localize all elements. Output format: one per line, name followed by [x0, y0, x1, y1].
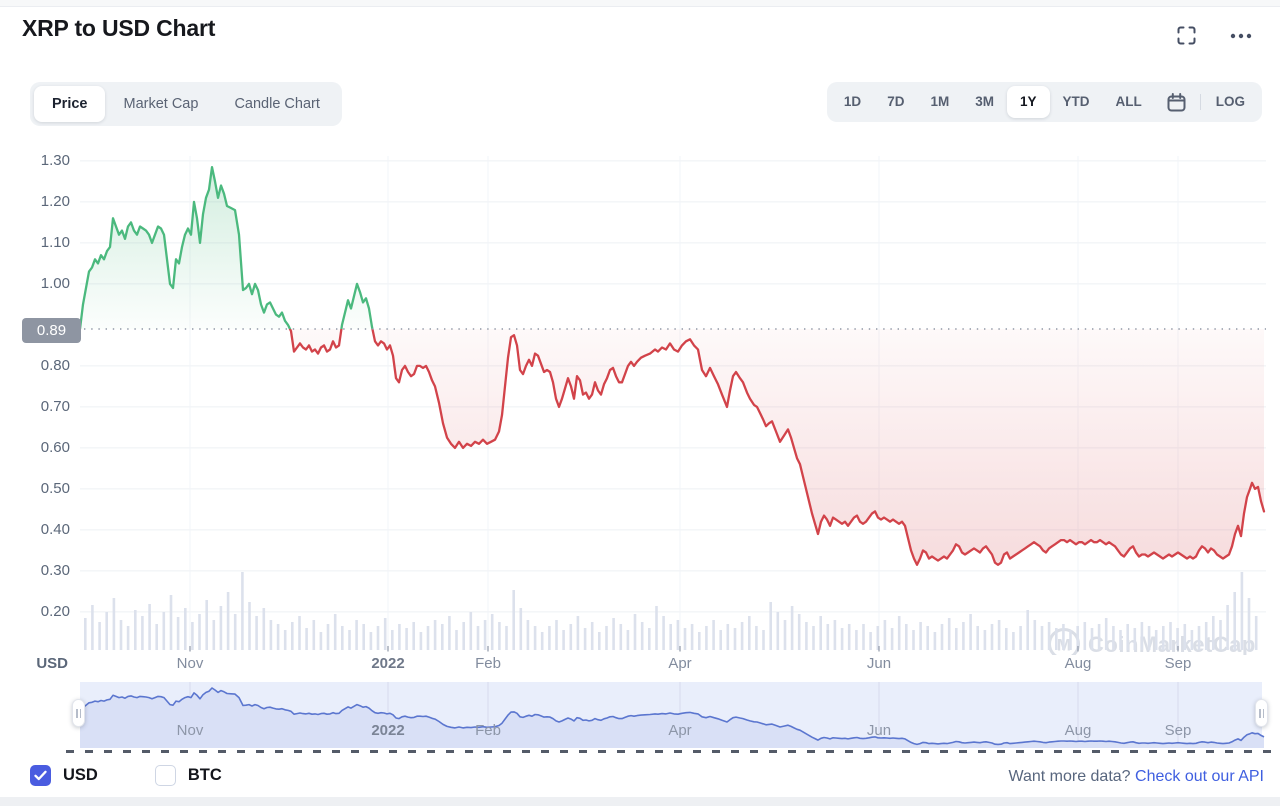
chart-type-tabs: Price Market Cap Candle Chart — [30, 82, 342, 126]
top-divider — [0, 0, 1280, 7]
currency-toggles: USD BTC — [30, 765, 222, 786]
navigator-label: 2022 — [371, 722, 405, 739]
y-axis-label: 1.20 — [40, 192, 70, 210]
resize-divider[interactable] — [66, 750, 1280, 753]
y-axis-label: 1.30 — [40, 151, 70, 169]
x-axis-label: Nov — [176, 655, 204, 672]
y-axis-label: 0.40 — [40, 520, 70, 538]
y-axis-label: 1.00 — [40, 274, 70, 292]
range-button-all[interactable]: ALL — [1115, 94, 1142, 109]
range-button-1d[interactable]: 1D — [843, 94, 862, 109]
tab-market-cap[interactable]: Market Cap — [123, 96, 199, 112]
y-axis-label: 0.50 — [40, 479, 70, 497]
currency-label: USD — [63, 766, 98, 784]
coinmarketcap-watermark: MCoinMarketCap — [1048, 628, 1255, 655]
bottom-section-edge — [0, 797, 1280, 806]
price-chart[interactable]: MCoinMarketCap — [0, 140, 1280, 655]
range-button-3m[interactable]: 3M — [975, 94, 994, 109]
usd-checkbox[interactable] — [30, 765, 51, 786]
currency-label: BTC — [187, 766, 222, 784]
y-axis-unit: USD — [36, 655, 68, 672]
navigator-label: Sep — [1164, 722, 1192, 739]
range-button-1m[interactable]: 1M — [930, 94, 950, 109]
x-axis-label: Sep — [1164, 655, 1192, 672]
x-axis-label: Apr — [668, 655, 692, 672]
y-axis-label: 1.10 — [40, 233, 70, 251]
navigator-label: Apr — [668, 722, 692, 739]
api-promo: Want more data? Check out our API — [1008, 768, 1264, 786]
navigator-label: Jun — [866, 722, 892, 739]
y-axis-label: 0.80 — [40, 356, 70, 374]
range-button-1y[interactable]: 1Y — [1006, 86, 1050, 118]
x-axis-label: Jun — [866, 655, 892, 672]
x-axis-label: Aug — [1064, 655, 1092, 672]
page-title: XRP to USD Chart — [22, 15, 216, 41]
current-price-badge: 0.89 — [22, 318, 81, 343]
x-axis-label: 2022 — [371, 655, 405, 672]
toolbar-divider — [1199, 94, 1201, 110]
navigator-label: Feb — [475, 722, 501, 739]
y-axis-label: 0.30 — [40, 561, 70, 579]
currency-toggle-usd[interactable]: USD — [30, 765, 98, 786]
range-button-7d[interactable]: 7D — [887, 94, 905, 109]
navigator-right-handle[interactable] — [1255, 699, 1268, 727]
api-link[interactable]: Check out our API — [1135, 768, 1264, 785]
y-axis-label: 0.70 — [40, 397, 70, 415]
range-button-ytd[interactable]: YTD — [1062, 94, 1090, 109]
more-options-icon[interactable] — [1230, 33, 1252, 39]
fullscreen-icon[interactable] — [1177, 26, 1196, 45]
tab-price[interactable]: Price — [34, 86, 106, 122]
btc-checkbox[interactable] — [154, 765, 176, 786]
tab-candle-chart[interactable]: Candle Chart — [234, 96, 320, 112]
time-range-bar: 1D 7D 1M 3M 1Y YTD ALL LOG — [826, 82, 1262, 122]
x-axis-label: Feb — [475, 655, 501, 672]
promo-text: Want more data? — [1008, 768, 1131, 785]
y-axis-label: 0.60 — [40, 438, 70, 456]
navigator-label: Nov — [176, 722, 204, 739]
range-navigator[interactable] — [0, 682, 1280, 752]
log-scale-button[interactable]: LOG — [1215, 94, 1245, 109]
calendar-icon[interactable] — [1155, 92, 1198, 112]
y-axis-label: 0.20 — [40, 602, 70, 620]
currency-toggle-btc[interactable]: BTC — [154, 765, 222, 786]
navigator-label: Aug — [1064, 722, 1092, 739]
navigator-left-handle[interactable] — [72, 699, 85, 727]
